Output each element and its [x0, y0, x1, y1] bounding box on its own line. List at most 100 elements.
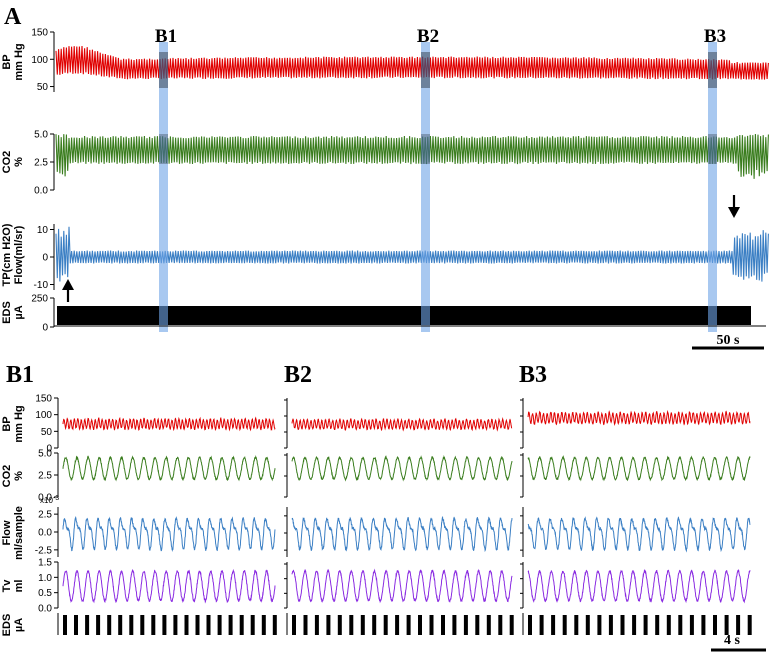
panel-b2-trace-bp: [284, 398, 513, 449]
eds-pulse: [360, 615, 365, 635]
eds-pulse: [303, 615, 308, 635]
eds-pulse: [498, 615, 503, 635]
eds-pulse: [107, 615, 112, 635]
panel-b3: B3: [519, 362, 752, 635]
eds-pulse: [509, 615, 514, 635]
eds-pulse: [217, 615, 222, 635]
panel-b-flow-tick-label: -2.5: [35, 545, 53, 556]
panel-b3-trace-bp: [520, 398, 751, 449]
panel-b1-co2-trace: [62, 455, 276, 482]
panel-b2-label: B2: [284, 362, 312, 388]
eds-pulse: [736, 615, 741, 635]
eds-pulse: [395, 615, 400, 635]
panel-a-eds-label: EDSµA: [1, 301, 25, 324]
panel-b1-trace-eds: EDSµA: [1, 613, 277, 636]
panel-b3-flow-trace: [527, 516, 751, 553]
eds-pulse: [562, 615, 567, 635]
marker-label-b3: B3: [704, 26, 726, 47]
highlight-bar-3: [708, 42, 717, 332]
panel-b-co2-label: CO2%: [1, 465, 25, 488]
eds-pulse: [337, 615, 342, 635]
panel-b-bp-label-line: mm Hg: [13, 405, 25, 442]
panel-b2-flow-trace: [291, 515, 513, 553]
panel-b1-flow-trace: [62, 516, 276, 552]
eds-pulse: [383, 615, 388, 635]
eds-pulse: [195, 615, 200, 635]
eds-pulse: [96, 615, 101, 635]
panel-b-tv-label-line: Tv: [1, 579, 13, 593]
panel-a-co2-tick-label: 5.0: [34, 130, 48, 141]
panel-b-tv-label: Tvml: [1, 579, 25, 593]
panel-b-flow-tick-label: 2.5: [38, 510, 52, 521]
panel-b-co2-tick-label: 5.0: [38, 449, 52, 460]
eds-pulse: [162, 615, 167, 635]
panel-a-eds-tick-label: 250: [31, 294, 48, 305]
panel-b-bp-tick-label: 0: [46, 444, 52, 455]
panel-a-bp-label: BPmm Hg: [1, 43, 25, 80]
eds-pulse: [528, 615, 532, 635]
eds-pulse: [666, 615, 671, 635]
panel-a-co2-label: CO2%: [1, 151, 25, 174]
eds-pulse: [118, 615, 123, 635]
panel-b1-label: B1: [6, 362, 34, 388]
panel-b-co2-tick-label: 2.5: [38, 471, 52, 482]
panel-b-bp-label: BPmm Hg: [1, 405, 25, 442]
marker-label-b2: B2: [417, 26, 439, 47]
panel-a-flow-label-line: Flow(ml/sr): [13, 225, 25, 284]
panel-b-tv-tick-label: 0.5: [38, 588, 52, 599]
panel-a-bp-label-line: mm Hg: [13, 43, 25, 80]
eds-pulse: [372, 615, 377, 635]
panel-b2-trace-tv: [284, 562, 513, 609]
eds-pulse: [206, 615, 211, 635]
panel-b3-label: B3: [519, 362, 547, 388]
arrow-down-icon: [728, 207, 740, 218]
eds-pulse: [272, 615, 277, 635]
panel-b-tv-tick-label: 0.0: [38, 604, 52, 615]
panel-b-bp-tick-label: 50: [41, 427, 53, 438]
panel-a-flow-tick-label: 10: [37, 225, 49, 236]
eds-pulse: [314, 615, 319, 635]
panel-a-label: A: [4, 4, 22, 30]
eds-pulse: [597, 615, 602, 635]
eds-pulse: [643, 615, 648, 635]
panel-a-bp-label-line: BP: [1, 54, 13, 69]
highlight-bar-bp-overlap-2: [421, 52, 430, 88]
panel-b-eds-label-line: µA: [13, 618, 25, 632]
flow-exponent-base: x10: [40, 496, 53, 505]
eds-pulse: [129, 615, 134, 635]
eds-pulse: [475, 615, 480, 635]
eds-pulse: [151, 615, 156, 635]
panel-b-flow-label: Flowml/sample: [1, 506, 25, 560]
panel-a-eds-label-line: µA: [13, 305, 25, 319]
eds-pulse: [429, 615, 434, 635]
eds-pulse: [678, 615, 683, 635]
panel-a-bp-tick-label: 50: [37, 82, 49, 93]
panel-b-flow-label-line: ml/sample: [13, 506, 25, 560]
flow-exponent-label: x10-3: [40, 495, 59, 505]
panel-b-eds-label: EDSµA: [1, 614, 25, 637]
highlight-bar-co2-overlap-1: [159, 134, 168, 164]
panel-b1-trace-tv: Tvml 1.5 1.0 0.5 0.0: [1, 558, 276, 615]
eds-pulse: [574, 615, 579, 635]
marker-label-b1: B1: [155, 26, 177, 47]
eds-pulse: [486, 615, 491, 635]
panel-a-flow-tick-label: 0: [42, 253, 48, 264]
panel-b2-trace-flow: [284, 507, 513, 557]
panel-b2-bp-trace: [291, 417, 513, 432]
panel-b-tv-tick-label: 1.5: [38, 558, 52, 569]
highlight-bar-bp-overlap-3: [708, 52, 717, 88]
panel-b3-trace-flow: [520, 507, 751, 557]
panel-b2-co2-trace: [291, 455, 513, 482]
panel-b2-trace-co2: [284, 453, 513, 498]
eds-pulse: [689, 615, 694, 635]
panel-b1-trace-bp: BPmm Hg 150 100 50 0: [1, 394, 276, 455]
panel-b3-bp-trace: [527, 409, 751, 426]
eds-pulse: [585, 615, 590, 635]
highlight-bar-co2-overlap-2: [421, 134, 430, 164]
panel-a-bp-tick-label: 100: [31, 55, 48, 66]
panel-b2-tv-trace: [291, 568, 513, 604]
panel-b2-trace-eds: [286, 613, 514, 635]
